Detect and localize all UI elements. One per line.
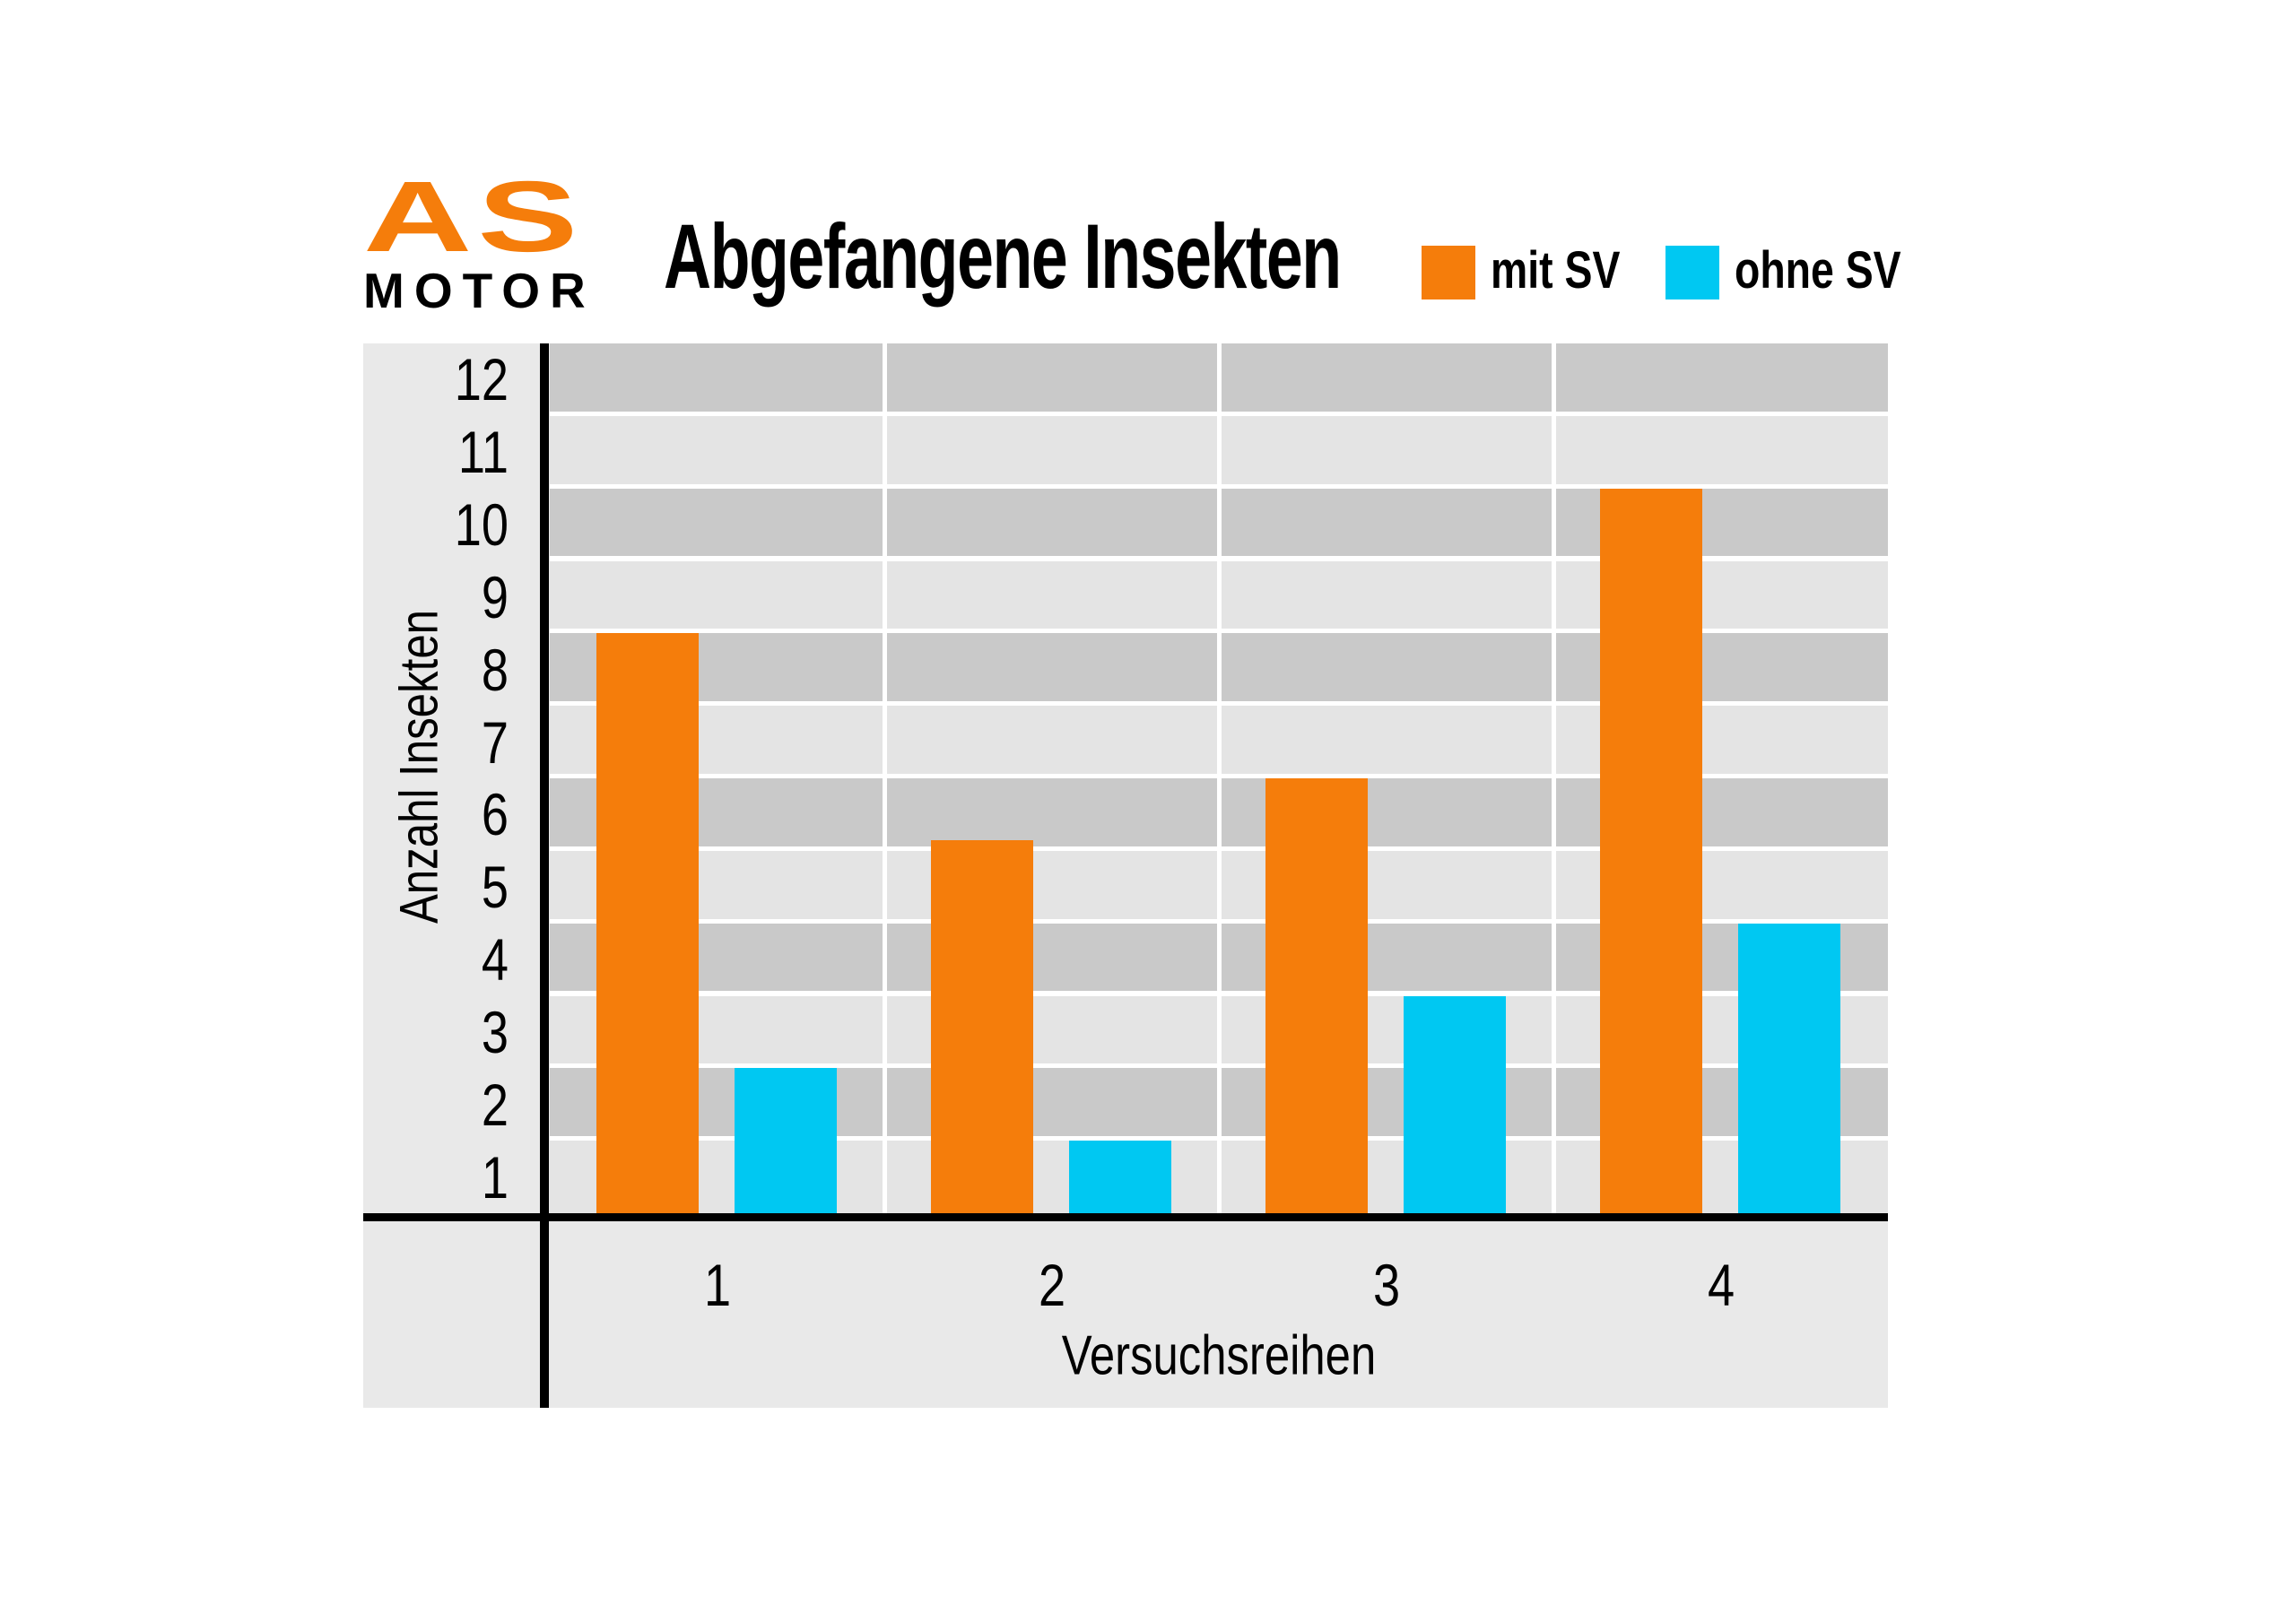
y-tick-label: 10: [454, 491, 509, 559]
chart-area: Anzahl Insekten Versuchsreihen 12 11 10 9 8 7…: [363, 343, 1888, 1408]
chart-title: Abgefangene Insekten: [664, 205, 1342, 308]
column-separator: [1216, 343, 1222, 1213]
y-tick-label: 2: [481, 1071, 509, 1138]
logo-as-text: AS: [363, 161, 584, 273]
bar-ohne-sv-1: [735, 1068, 837, 1213]
bar-mit-sv-4: [1600, 488, 1702, 1213]
bar-mit-sv-1: [596, 633, 699, 1213]
x-tick-label: 3: [1372, 1252, 1400, 1318]
bar-mit-sv-3: [1265, 778, 1368, 1213]
column-separator: [1551, 343, 1556, 1213]
x-tick-label: 2: [1038, 1252, 1065, 1318]
as-motor-logo: AS MOTOR: [363, 167, 623, 318]
bar-ohne-sv-2: [1069, 1141, 1171, 1213]
legend-label-mit-sv: mit SV: [1491, 241, 1621, 299]
y-tick-label: 3: [481, 998, 509, 1065]
column-separator: [882, 343, 887, 1213]
y-tick-label: 8: [481, 636, 509, 703]
bar-ohne-sv-3: [1404, 995, 1506, 1213]
x-axis-title: Versuchsreihen: [1061, 1324, 1377, 1387]
x-tick-label: 1: [703, 1252, 731, 1318]
plot-area: [550, 343, 1888, 1213]
y-tick-label: 5: [481, 854, 509, 921]
y-tick-label: 12: [454, 346, 509, 413]
y-tick-label: 9: [481, 563, 509, 630]
x-tick-label: 4: [1707, 1252, 1735, 1318]
y-axis-line: [540, 343, 549, 1408]
bar-mit-sv-2: [931, 839, 1033, 1213]
y-tick-label: 6: [481, 781, 509, 848]
logo-motor-text: MOTOR: [363, 262, 596, 318]
legend-swatch-mit-sv: [1422, 246, 1475, 299]
y-tick-label: 1: [481, 1143, 509, 1211]
y-tick-label: 11: [457, 419, 509, 486]
bar-ohne-sv-4: [1738, 923, 1840, 1213]
legend-swatch-ohne-sv: [1665, 246, 1719, 299]
x-axis-line: [363, 1213, 1888, 1221]
y-tick-label: 4: [481, 926, 509, 994]
legend-label-ohne-sv: ohne SV: [1735, 241, 1901, 299]
y-tick-label: 7: [481, 708, 509, 776]
